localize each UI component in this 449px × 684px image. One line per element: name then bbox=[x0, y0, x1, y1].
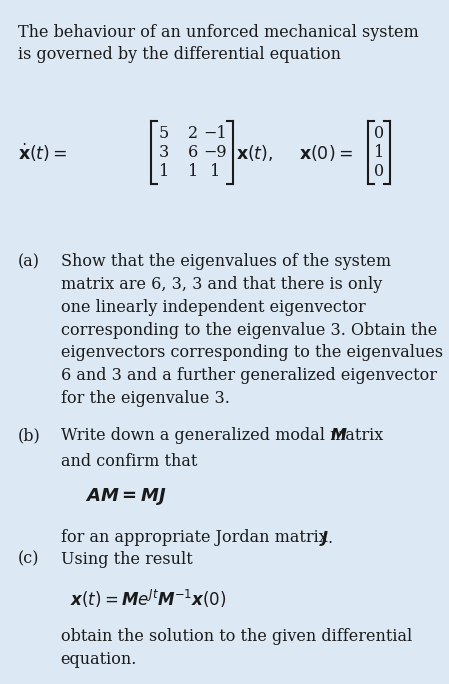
Text: 1: 1 bbox=[188, 163, 198, 180]
Text: $\boldsymbol{J}.$: $\boldsymbol{J}.$ bbox=[319, 529, 333, 548]
Text: 5: 5 bbox=[159, 125, 169, 142]
Text: 1: 1 bbox=[374, 144, 384, 161]
Text: for an appropriate Jordan matrix: for an appropriate Jordan matrix bbox=[61, 529, 333, 546]
Text: 3: 3 bbox=[159, 144, 169, 161]
Text: −1: −1 bbox=[204, 125, 227, 142]
Text: Using the result: Using the result bbox=[61, 551, 192, 568]
Text: and confirm that: and confirm that bbox=[61, 453, 197, 471]
Text: The behaviour of an unforced mechanical system
is governed by the differential e: The behaviour of an unforced mechanical … bbox=[18, 24, 419, 63]
Text: $\mathbf{x}(0) =$: $\mathbf{x}(0) =$ bbox=[299, 142, 352, 163]
Text: obtain the solution to the given differential
equation.: obtain the solution to the given differe… bbox=[61, 628, 412, 668]
Text: 0: 0 bbox=[374, 163, 384, 180]
Text: 0: 0 bbox=[374, 125, 384, 142]
Text: $\boldsymbol{AM = MJ}$: $\boldsymbol{AM = MJ}$ bbox=[85, 486, 167, 507]
Text: Write down a generalized modal matrix: Write down a generalized modal matrix bbox=[61, 428, 388, 445]
Text: (a): (a) bbox=[18, 253, 40, 270]
Text: 1: 1 bbox=[211, 163, 220, 180]
Text: 6: 6 bbox=[188, 144, 198, 161]
Text: $\dot{\mathbf{x}}(t) =$: $\dot{\mathbf{x}}(t) =$ bbox=[18, 142, 68, 163]
Text: $\mathbf{x}(t),$: $\mathbf{x}(t),$ bbox=[236, 142, 273, 163]
Text: $\boldsymbol{x}(t) = \boldsymbol{M}e^{Jt}\boldsymbol{M}^{-1}\boldsymbol{x}(0)$: $\boldsymbol{x}(t) = \boldsymbol{M}e^{Jt… bbox=[70, 588, 226, 610]
Text: (b): (b) bbox=[18, 428, 41, 445]
Text: 1: 1 bbox=[159, 163, 169, 180]
Text: 2: 2 bbox=[188, 125, 198, 142]
Text: −9: −9 bbox=[204, 144, 227, 161]
Text: $\boldsymbol{M}$: $\boldsymbol{M}$ bbox=[330, 428, 348, 443]
Text: Show that the eigenvalues of the system
matrix are 6, 3, 3 and that there is onl: Show that the eigenvalues of the system … bbox=[61, 253, 443, 407]
Text: (c): (c) bbox=[18, 551, 40, 568]
